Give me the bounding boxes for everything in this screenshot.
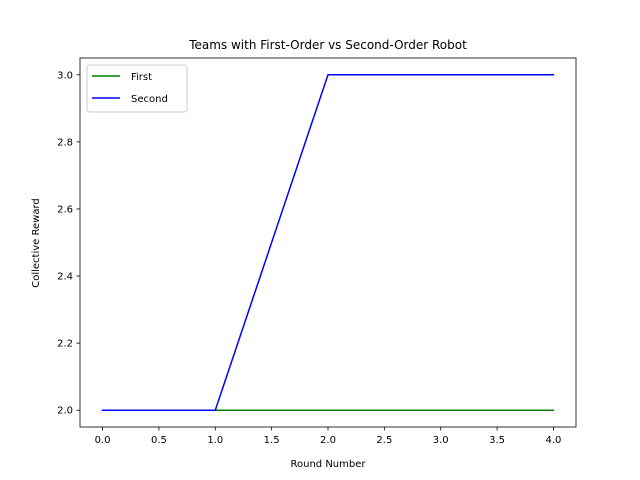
y-tick-label: 2.2 — [57, 339, 73, 350]
legend: First Second — [86, 64, 188, 113]
series-layer — [101, 74, 555, 411]
x-tick-label: 0.0 — [95, 435, 111, 446]
y-tick-label: 2.4 — [57, 272, 73, 283]
legend-label-first: First — [131, 72, 152, 83]
x-tick-label: 3.0 — [433, 435, 449, 446]
x-tick-label: 0.5 — [151, 435, 167, 446]
chart-title: Teams with First-Order vs Second-Order R… — [188, 38, 467, 52]
series-line-second — [101, 74, 555, 411]
x-tick-label: 1.0 — [207, 435, 223, 446]
y-axis-label: Collective Reward — [31, 198, 42, 288]
legend-label-second: Second — [131, 94, 168, 105]
x-tick-label: 4.0 — [546, 435, 562, 446]
plot-area — [80, 58, 576, 427]
x-axis-ticks: 0.0 0.5 1.0 1.5 2.0 2.5 3.0 3.5 4.0 — [95, 427, 562, 446]
x-tick-label: 3.5 — [489, 435, 505, 446]
x-tick-label: 1.5 — [264, 435, 280, 446]
y-tick-label: 2.6 — [57, 204, 73, 215]
x-tick-label: 2.5 — [376, 435, 392, 446]
y-axis-ticks: 2.0 2.2 2.4 2.6 2.8 3.0 — [57, 70, 80, 417]
x-axis-label: Round Number — [291, 459, 367, 470]
y-tick-label: 2.8 — [57, 137, 73, 148]
y-tick-label: 3.0 — [57, 70, 73, 81]
x-tick-label: 2.0 — [320, 435, 336, 446]
y-tick-label: 2.0 — [57, 406, 73, 417]
